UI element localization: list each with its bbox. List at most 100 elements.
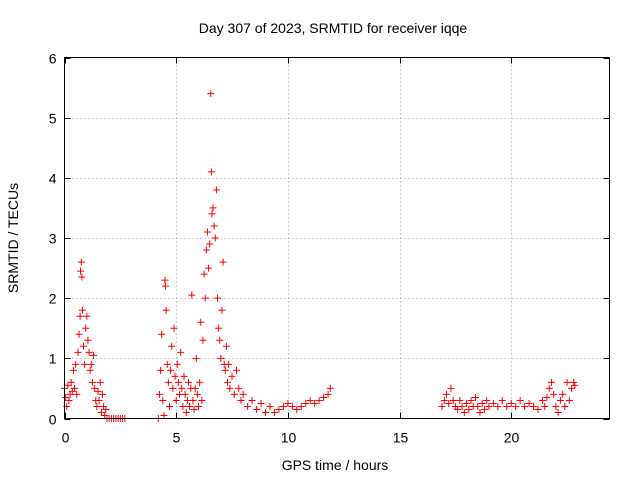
data-point [179, 402, 187, 410]
data-point [565, 396, 573, 404]
data-point [554, 408, 562, 416]
data-point [182, 408, 190, 416]
data-point [201, 294, 209, 302]
data-point [212, 186, 220, 194]
data-point [190, 405, 198, 413]
data-point [262, 408, 270, 416]
data-point [157, 366, 165, 374]
data-point [73, 390, 81, 398]
data-point [525, 399, 533, 407]
data-point [161, 276, 169, 284]
data-point [164, 378, 172, 386]
data-point [534, 405, 542, 413]
data-point [180, 372, 188, 380]
data-point [438, 402, 446, 410]
data-point [171, 372, 179, 380]
data-point [320, 393, 328, 401]
data-point [98, 390, 106, 398]
data-point [306, 396, 314, 404]
data-point [297, 402, 305, 410]
data-point [199, 336, 207, 344]
data-point [568, 384, 576, 392]
data-point [465, 405, 473, 413]
data-point [209, 204, 217, 212]
x-tick-label: 20 [504, 430, 520, 446]
data-point [244, 402, 252, 410]
y-tick-label: 4 [49, 171, 57, 187]
data-point [275, 405, 283, 413]
data-point [91, 384, 99, 392]
data-point [221, 366, 229, 374]
data-point [177, 348, 185, 356]
data-point [189, 396, 197, 404]
data-point [93, 402, 101, 410]
data-point [224, 378, 232, 386]
data-point [202, 246, 210, 254]
data-point [216, 336, 224, 344]
data-point [541, 402, 549, 410]
data-point [191, 384, 199, 392]
data-point [239, 390, 247, 398]
y-tick-label: 6 [49, 51, 57, 67]
data-point [237, 396, 245, 404]
data-point [102, 405, 110, 413]
data-point [561, 402, 569, 410]
data-point [207, 90, 215, 98]
data-point [67, 378, 75, 386]
y-tick-label: 3 [49, 231, 57, 247]
data-point [178, 384, 186, 392]
data-point [95, 396, 103, 404]
data-point [208, 210, 216, 218]
data-point [571, 381, 579, 389]
data-point [218, 306, 226, 314]
data-point [170, 324, 178, 332]
data-point [96, 378, 104, 386]
data-point [498, 396, 506, 404]
data-point [158, 330, 166, 338]
data-point [471, 393, 479, 401]
data-point [257, 399, 265, 407]
data-point [71, 384, 79, 392]
data-point [494, 402, 502, 410]
data-point [74, 348, 82, 356]
data-point [230, 390, 238, 398]
data-point [302, 399, 310, 407]
y-tick-label: 5 [49, 111, 57, 127]
data-point [85, 348, 93, 356]
data-point [169, 384, 177, 392]
data-point [232, 366, 240, 374]
data-point [155, 390, 163, 398]
data-point [530, 402, 538, 410]
data-point [447, 384, 455, 392]
data-point [65, 396, 73, 404]
data-point [217, 354, 225, 362]
x-tick-label: 5 [173, 430, 181, 446]
data-point [196, 378, 204, 386]
data-point [159, 396, 167, 404]
data-point [173, 360, 181, 368]
y-tick-label: 0 [49, 412, 57, 428]
data-point [77, 267, 85, 275]
data-point [76, 312, 84, 320]
data-point [203, 228, 211, 236]
data-point [225, 360, 233, 368]
data-point [193, 390, 201, 398]
data-point [480, 405, 488, 413]
data-point [478, 399, 486, 407]
data-point [198, 396, 206, 404]
data-point [235, 384, 243, 392]
data-point [215, 324, 223, 332]
data-point [222, 342, 230, 350]
data-point [78, 273, 86, 281]
data-point [172, 396, 180, 404]
data-points [61, 90, 579, 422]
data-point [87, 360, 95, 368]
data-point [253, 405, 261, 413]
data-point [483, 396, 491, 404]
chart-title: Day 307 of 2023, SRMTID for receiver iqq… [199, 20, 468, 36]
data-point [440, 396, 448, 404]
data-point [69, 366, 77, 374]
data-point [556, 396, 564, 404]
data-point [279, 402, 287, 410]
